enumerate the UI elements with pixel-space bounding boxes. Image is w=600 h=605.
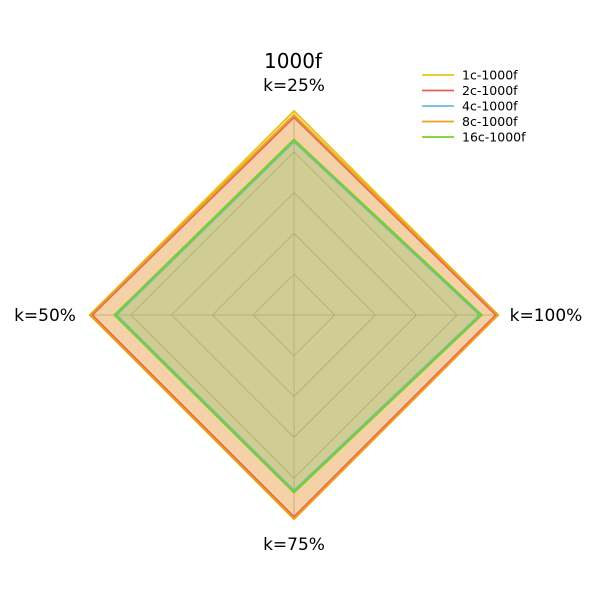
series-4c-1000f — [115, 140, 482, 492]
legend-label: 16c-1000f — [462, 130, 526, 145]
chart-title: 1000f — [264, 49, 323, 73]
series-16c-1000f — [113, 138, 484, 494]
series-layer — [88, 109, 500, 521]
legend: 1c-1000f2c-1000f4c-1000f8c-1000f16c-1000… — [422, 68, 526, 145]
series-2c-1000f — [90, 115, 498, 519]
legend-label: 2c-1000f — [462, 83, 518, 98]
legend-label: 1c-1000f — [462, 68, 518, 83]
axis-labels: k=25% k=100% k=75% k=50% — [14, 76, 582, 555]
series-8c-1000f — [88, 113, 500, 521]
axis-label: k=25% — [263, 76, 325, 96]
axis-label: k=100% — [510, 306, 583, 326]
axis-label: k=75% — [263, 535, 325, 555]
axis-label: k=50% — [14, 306, 76, 326]
legend-label: 8c-1000f — [462, 114, 518, 129]
legend-label: 4c-1000f — [462, 99, 518, 114]
